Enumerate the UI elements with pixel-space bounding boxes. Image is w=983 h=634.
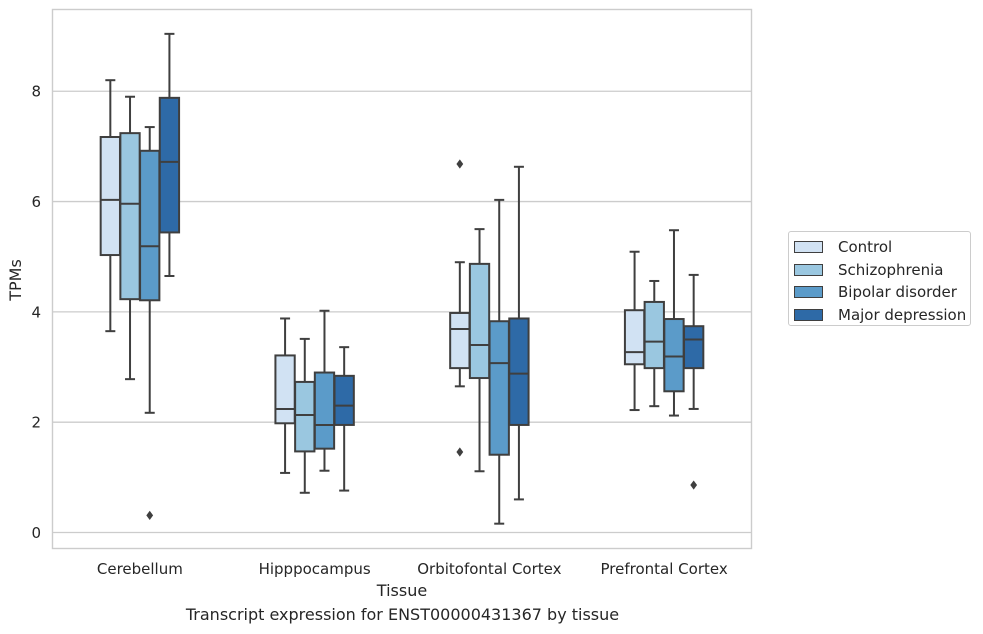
x-tick-label: Orbitofontal Cortex [417, 560, 561, 578]
box-iqr [313, 371, 336, 450]
box-iqr [683, 325, 705, 370]
legend-label: Control [838, 238, 893, 257]
box-iqr [333, 374, 355, 426]
x-axis-label: Tissue [376, 581, 427, 600]
y-tick-label: 2 [31, 414, 41, 432]
box-iqr [468, 262, 491, 380]
legend-item: Control [793, 236, 970, 259]
box-iqr [294, 380, 316, 453]
box-bipolar-disorder [488, 198, 510, 525]
box-schizophrenia [643, 279, 665, 408]
box-bipolar-disorder [139, 126, 161, 521]
box-bipolar-disorder [663, 229, 685, 417]
y-axis-label: TPMs [6, 259, 25, 302]
box-schizophrenia [119, 95, 141, 381]
box-iqr [623, 309, 646, 366]
box-iqr [274, 354, 296, 425]
y-axis-ticks: 0 2 4 6 8 [31, 83, 41, 542]
legend-swatch [794, 241, 823, 254]
x-tick-label: Hipppocampus [259, 560, 371, 578]
box-major-depression [333, 346, 355, 492]
box-major-depression [508, 165, 530, 501]
box-iqr [663, 318, 685, 393]
box-control [449, 159, 471, 457]
x-axis-ticks: Cerebellum Hipppocampus Orbitofontal Corte… [97, 560, 728, 578]
legend-label: Schizophrenia [838, 260, 944, 279]
outlier-point [456, 447, 464, 457]
legend-item: Schizophrenia [793, 259, 970, 282]
y-tick-label: 0 [31, 524, 41, 542]
y-tick-label: 4 [31, 303, 41, 321]
outlier-point [690, 480, 698, 490]
x-tick-label: Cerebellum [97, 560, 183, 578]
box-control [99, 79, 121, 333]
y-tick-label: 6 [31, 193, 41, 211]
legend-swatch [794, 308, 823, 321]
box-iqr [508, 317, 530, 426]
legend-swatch [794, 263, 823, 276]
box-iqr [99, 136, 121, 257]
legend-label: Major depression [838, 305, 967, 324]
outlier-point [456, 159, 464, 169]
outlier-point [146, 510, 154, 521]
box-iqr [449, 311, 471, 370]
x-tick-label: Prefrontal Cortex [601, 560, 728, 578]
legend-item: Bipolar disorder [793, 281, 970, 304]
box-iqr [643, 300, 665, 370]
box-iqr [119, 132, 141, 301]
legend: Control Schizophrenia Bipolar disorder Majo… [788, 231, 971, 326]
box-major-depression [158, 32, 181, 278]
legend-swatch [794, 286, 823, 299]
boxes-layer [99, 32, 705, 525]
box-major-depression [683, 273, 705, 490]
legend-item: Major depression [793, 304, 970, 327]
box-iqr [139, 149, 161, 302]
box-iqr [488, 320, 510, 456]
y-tick-label: 8 [31, 83, 41, 101]
chart-caption: Transcript expression for ENST0000043136… [185, 605, 620, 624]
legend-label: Bipolar disorder [838, 283, 957, 302]
box-iqr [158, 96, 181, 234]
box-control [623, 250, 646, 412]
